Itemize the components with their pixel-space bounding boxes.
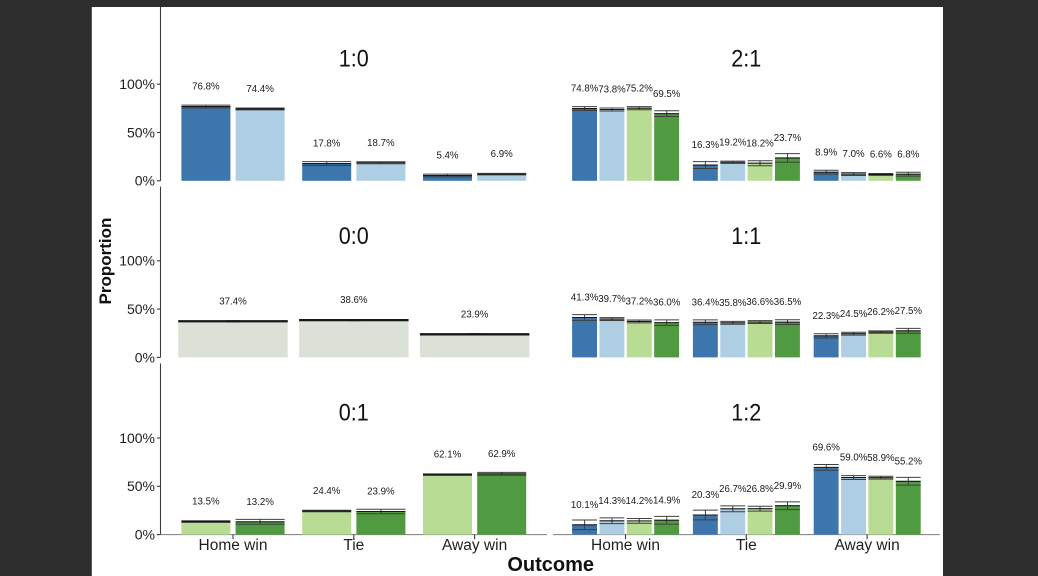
svg-text:24.4%: 24.4% [313,486,341,497]
svg-text:36.5%: 36.5% [774,297,802,308]
svg-text:20.3%: 20.3% [692,490,720,501]
svg-text:29.9%: 29.9% [774,481,802,492]
svg-text:0:0: 0:0 [339,223,369,250]
svg-text:14.2%: 14.2% [625,496,653,507]
svg-text:Home win: Home win [199,537,268,554]
svg-text:41.3%: 41.3% [571,293,599,304]
svg-text:23.7%: 23.7% [774,133,802,144]
svg-text:13.2%: 13.2% [246,497,274,508]
svg-text:74.8%: 74.8% [571,84,599,95]
svg-text:0:1: 0:1 [339,400,369,427]
svg-text:37.2%: 37.2% [625,297,653,308]
svg-text:1:2: 1:2 [731,400,761,427]
svg-text:73.8%: 73.8% [598,85,626,96]
svg-text:58.9%: 58.9% [867,453,895,464]
svg-text:62.9%: 62.9% [488,449,516,460]
svg-text:55.2%: 55.2% [895,456,923,467]
svg-text:26.7%: 26.7% [719,484,747,495]
svg-text:69.5%: 69.5% [653,89,681,100]
svg-text:35.8%: 35.8% [719,298,747,309]
svg-text:100%: 100% [119,253,155,269]
svg-text:36.6%: 36.6% [746,297,774,308]
svg-text:24.5%: 24.5% [840,309,868,320]
svg-text:23.9%: 23.9% [461,309,489,320]
svg-text:Tie: Tie [343,537,364,554]
svg-text:17.8%: 17.8% [313,139,341,150]
svg-text:19.2%: 19.2% [719,137,747,148]
svg-text:18.2%: 18.2% [746,138,774,149]
svg-text:5.4%: 5.4% [436,151,458,162]
svg-text:Home win: Home win [591,537,660,554]
svg-text:18.7%: 18.7% [367,138,395,149]
svg-text:27.5%: 27.5% [895,306,923,317]
svg-text:62.1%: 62.1% [434,450,462,461]
svg-text:59.0%: 59.0% [840,453,868,464]
svg-text:22.3%: 22.3% [812,311,840,322]
svg-text:36.0%: 36.0% [653,298,681,309]
svg-text:0%: 0% [135,527,155,543]
svg-text:8.9%: 8.9% [815,147,837,158]
svg-text:36.4%: 36.4% [692,297,720,308]
svg-text:Proportion: Proportion [96,218,115,305]
svg-text:38.6%: 38.6% [340,295,368,306]
svg-text:0%: 0% [135,173,155,189]
svg-text:100%: 100% [119,76,155,92]
svg-text:10.1%: 10.1% [571,500,599,511]
svg-text:74.4%: 74.4% [246,84,274,95]
svg-text:2:1: 2:1 [731,46,761,73]
svg-text:50%: 50% [127,124,155,140]
svg-text:26.8%: 26.8% [746,484,774,495]
svg-text:Away win: Away win [835,537,900,554]
svg-text:39.7%: 39.7% [598,294,626,305]
svg-text:6.9%: 6.9% [491,149,513,160]
svg-text:50%: 50% [127,478,155,494]
svg-text:23.9%: 23.9% [367,487,395,498]
svg-text:100%: 100% [119,430,155,446]
svg-text:0%: 0% [135,349,155,365]
svg-text:13.5%: 13.5% [192,497,220,508]
svg-text:6.8%: 6.8% [897,149,919,160]
svg-text:75.2%: 75.2% [625,83,653,94]
svg-text:1:0: 1:0 [339,46,369,73]
svg-text:16.3%: 16.3% [692,140,720,151]
svg-text:69.6%: 69.6% [812,443,840,454]
svg-text:Outcome: Outcome [507,554,594,576]
svg-text:6.6%: 6.6% [870,150,892,161]
svg-text:50%: 50% [127,301,155,317]
svg-text:76.8%: 76.8% [192,82,220,93]
svg-text:1:1: 1:1 [731,223,761,250]
svg-text:Tie: Tie [736,537,757,554]
svg-text:26.2%: 26.2% [867,307,895,318]
svg-text:7.0%: 7.0% [843,149,865,160]
svg-text:37.4%: 37.4% [219,296,247,307]
svg-text:14.3%: 14.3% [598,496,626,507]
svg-text:Away win: Away win [442,537,507,554]
svg-text:14.9%: 14.9% [653,495,681,506]
